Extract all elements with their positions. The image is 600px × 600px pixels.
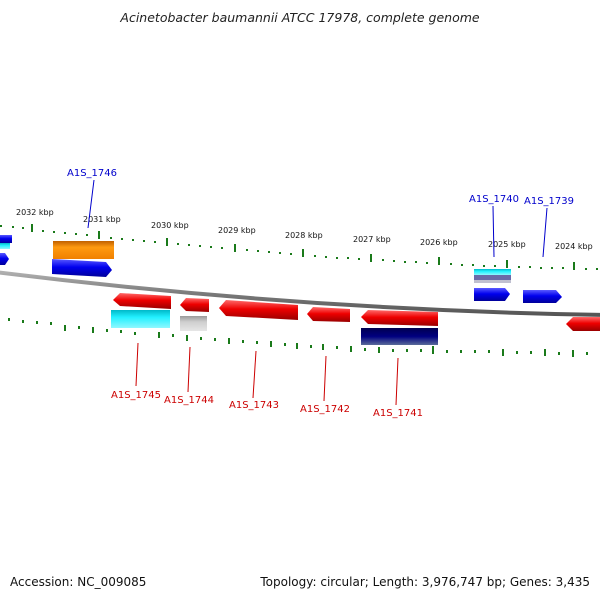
gene-feature[interactable]	[474, 288, 510, 301]
gene-feature[interactable]	[361, 310, 438, 326]
gene-label[interactable]: A1S_1744	[164, 395, 214, 406]
gene-label[interactable]: A1S_1739	[524, 196, 574, 207]
gene-feature[interactable]	[111, 310, 170, 328]
gene-feature[interactable]	[53, 241, 114, 259]
genome-backbone	[0, 270, 600, 317]
accession-text: Accession: NC_009085	[10, 575, 147, 589]
scale-label: 2024 kbp	[555, 242, 593, 251]
gene-feature[interactable]	[474, 280, 511, 283]
scale-label: 2031 kbp	[83, 215, 121, 224]
gene-feature[interactable]	[0, 253, 9, 265]
gene-feature[interactable]	[0, 243, 10, 249]
gene-label[interactable]: A1S_1743	[229, 400, 279, 411]
gene-feature[interactable]	[361, 328, 438, 345]
gene-feature[interactable]	[566, 317, 600, 331]
gene-label[interactable]: A1S_1740	[469, 194, 519, 205]
gene-feature[interactable]	[180, 316, 207, 331]
map-title: Acinetobacter baumannii ATCC 17978, comp…	[120, 10, 480, 25]
gene-label[interactable]: A1S_1741	[373, 408, 423, 419]
scale-label: 2029 kbp	[218, 226, 256, 235]
gene-label[interactable]: A1S_1745	[111, 390, 161, 401]
gene-feature[interactable]	[0, 235, 12, 243]
scale-label: 2027 kbp	[353, 235, 391, 244]
gene-feature[interactable]	[523, 290, 562, 303]
gene-feature[interactable]	[307, 307, 350, 322]
scale-label: 2028 kbp	[285, 231, 323, 240]
gene-label[interactable]: A1S_1746	[67, 168, 117, 179]
leader-lines	[87, 179, 548, 406]
inner-tick-ring	[8, 318, 588, 357]
forward-genes	[0, 235, 562, 303]
gene-feature[interactable]	[219, 300, 298, 320]
gene-labels: A1S_1746 A1S_1740 A1S_1739 A1S_1745 A1S_…	[67, 168, 574, 419]
gene-label[interactable]: A1S_1742	[300, 404, 350, 415]
scale-label: 2030 kbp	[151, 221, 189, 230]
scale-label: 2025 kbp	[488, 240, 526, 249]
gene-feature[interactable]	[113, 293, 171, 309]
scale-label: 2026 kbp	[420, 238, 458, 247]
scale-label: 2032 kbp	[16, 208, 54, 217]
gene-feature[interactable]	[474, 275, 511, 280]
scale-labels: 2032 kbp 2031 kbp 2030 kbp 2029 kbp 2028…	[16, 208, 593, 251]
topology-summary: Topology: circular; Length: 3,976,747 bp…	[260, 575, 590, 589]
gene-feature[interactable]	[180, 298, 209, 312]
outer-tick-ring	[0, 224, 598, 270]
gene-feature[interactable]	[474, 269, 511, 275]
gene-feature[interactable]	[52, 259, 112, 277]
reverse-genes	[111, 293, 600, 345]
